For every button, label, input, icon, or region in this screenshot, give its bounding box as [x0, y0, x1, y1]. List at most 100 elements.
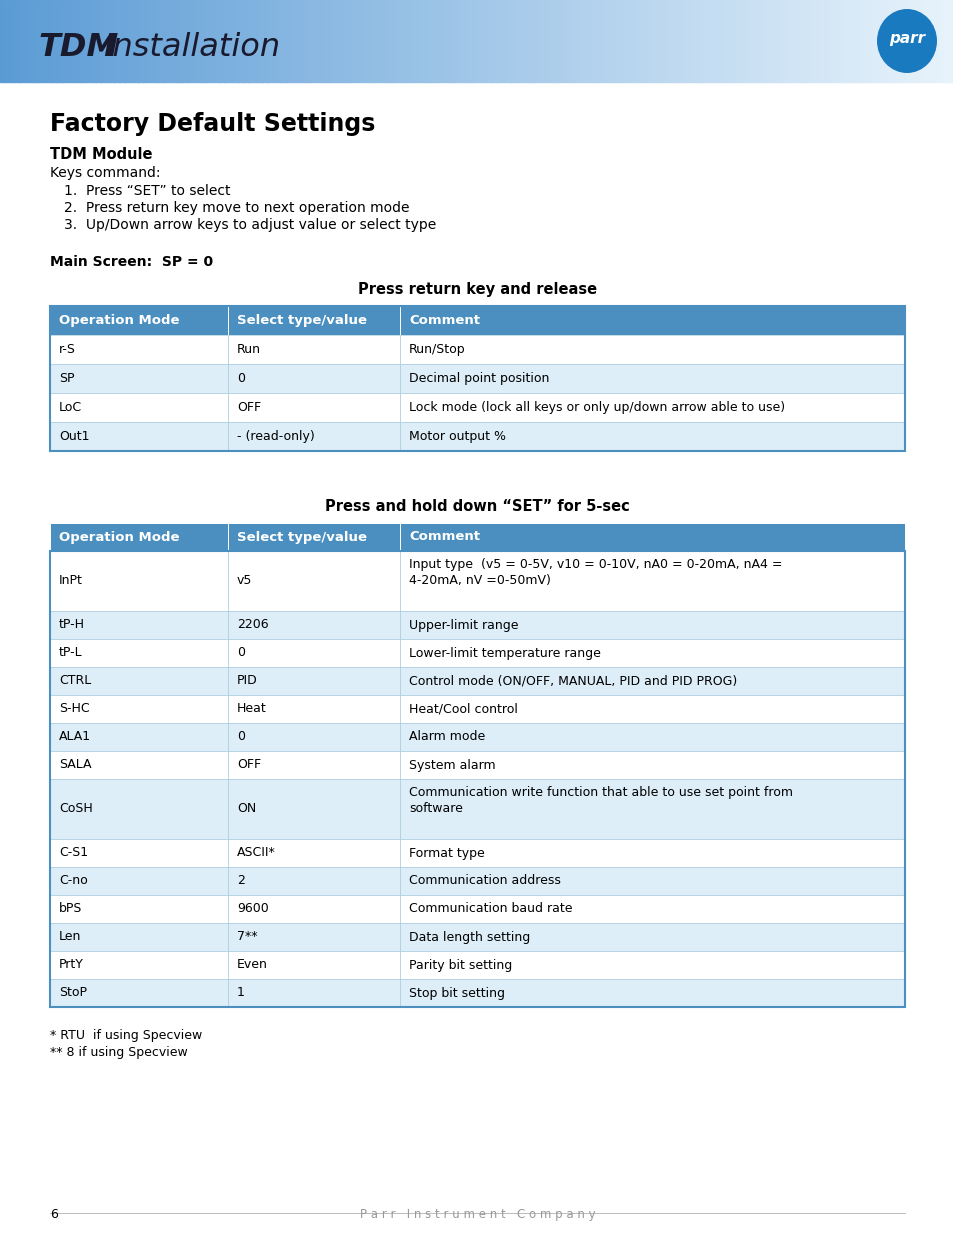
- Bar: [700, 0, 706, 82]
- Bar: [424, 0, 430, 82]
- Text: Comment: Comment: [409, 314, 479, 327]
- Bar: [162, 0, 168, 82]
- Bar: [399, 611, 904, 638]
- Text: S-HC: S-HC: [59, 703, 90, 715]
- Text: TDM Module: TDM Module: [50, 147, 152, 162]
- Bar: [920, 0, 925, 82]
- Text: SALA: SALA: [59, 758, 91, 772]
- Bar: [777, 0, 782, 82]
- Bar: [399, 551, 904, 611]
- Bar: [52, 0, 58, 82]
- Bar: [195, 0, 201, 82]
- Text: Select type/value: Select type/value: [236, 531, 367, 543]
- Bar: [29, 0, 34, 82]
- Bar: [805, 0, 811, 82]
- Bar: [399, 638, 904, 667]
- Bar: [891, 0, 897, 82]
- Bar: [815, 0, 821, 82]
- Bar: [615, 0, 620, 82]
- Bar: [848, 0, 854, 82]
- Text: Upper-limit range: Upper-limit range: [409, 619, 518, 631]
- Bar: [62, 0, 68, 82]
- Bar: [228, 979, 399, 1007]
- Text: C-S1: C-S1: [59, 846, 88, 860]
- Text: Out1: Out1: [59, 430, 90, 443]
- Text: CoSH: CoSH: [59, 803, 92, 815]
- Bar: [543, 0, 549, 82]
- Bar: [50, 839, 228, 867]
- Bar: [228, 364, 399, 393]
- Bar: [572, 0, 578, 82]
- Text: Press return key and release: Press return key and release: [357, 282, 597, 296]
- Bar: [14, 0, 20, 82]
- Bar: [839, 0, 844, 82]
- Text: Installation: Installation: [103, 32, 280, 63]
- Text: 2206: 2206: [236, 619, 269, 631]
- Text: System alarm: System alarm: [409, 758, 496, 772]
- Bar: [50, 751, 228, 779]
- Bar: [305, 0, 311, 82]
- Bar: [948, 0, 953, 82]
- Bar: [399, 667, 904, 695]
- Bar: [924, 0, 930, 82]
- Bar: [810, 0, 816, 82]
- Bar: [862, 0, 868, 82]
- Bar: [729, 0, 735, 82]
- Bar: [581, 0, 587, 82]
- Text: InPt: InPt: [59, 574, 83, 588]
- Text: * RTU  if using Specview: * RTU if using Specview: [50, 1029, 202, 1042]
- Bar: [720, 0, 725, 82]
- Text: OFF: OFF: [236, 401, 261, 414]
- Bar: [896, 0, 902, 82]
- Bar: [243, 0, 249, 82]
- Bar: [510, 0, 516, 82]
- Bar: [210, 0, 215, 82]
- Text: OFF: OFF: [236, 758, 261, 772]
- Bar: [667, 0, 673, 82]
- Bar: [71, 0, 77, 82]
- Bar: [233, 0, 239, 82]
- Bar: [50, 306, 904, 451]
- Bar: [639, 0, 644, 82]
- Bar: [781, 0, 787, 82]
- Text: tP-L: tP-L: [59, 646, 83, 659]
- Bar: [214, 0, 220, 82]
- Bar: [300, 0, 306, 82]
- Bar: [167, 0, 172, 82]
- Bar: [758, 0, 763, 82]
- Text: Data length setting: Data length setting: [409, 930, 530, 944]
- Bar: [334, 0, 339, 82]
- Bar: [67, 0, 72, 82]
- Text: Decimal point position: Decimal point position: [409, 372, 549, 385]
- Bar: [399, 306, 904, 335]
- Bar: [929, 0, 935, 82]
- Bar: [529, 0, 535, 82]
- Bar: [110, 0, 115, 82]
- Bar: [524, 0, 530, 82]
- Bar: [677, 0, 682, 82]
- Bar: [272, 0, 277, 82]
- Text: r-S: r-S: [59, 343, 76, 356]
- Bar: [0, 0, 6, 82]
- Bar: [200, 0, 206, 82]
- Bar: [50, 638, 228, 667]
- Bar: [50, 667, 228, 695]
- Bar: [119, 0, 125, 82]
- Bar: [399, 751, 904, 779]
- Bar: [577, 0, 582, 82]
- Bar: [481, 0, 487, 82]
- Text: 7**: 7**: [236, 930, 257, 944]
- Bar: [50, 722, 228, 751]
- Text: Motor output %: Motor output %: [409, 430, 505, 443]
- Bar: [357, 0, 363, 82]
- Bar: [228, 751, 399, 779]
- Bar: [105, 0, 111, 82]
- Bar: [753, 0, 759, 82]
- Bar: [286, 0, 292, 82]
- Text: parr: parr: [888, 31, 924, 46]
- Bar: [50, 979, 228, 1007]
- Bar: [399, 951, 904, 979]
- Bar: [81, 0, 87, 82]
- Text: ASCII*: ASCII*: [236, 846, 275, 860]
- Text: Select type/value: Select type/value: [236, 314, 367, 327]
